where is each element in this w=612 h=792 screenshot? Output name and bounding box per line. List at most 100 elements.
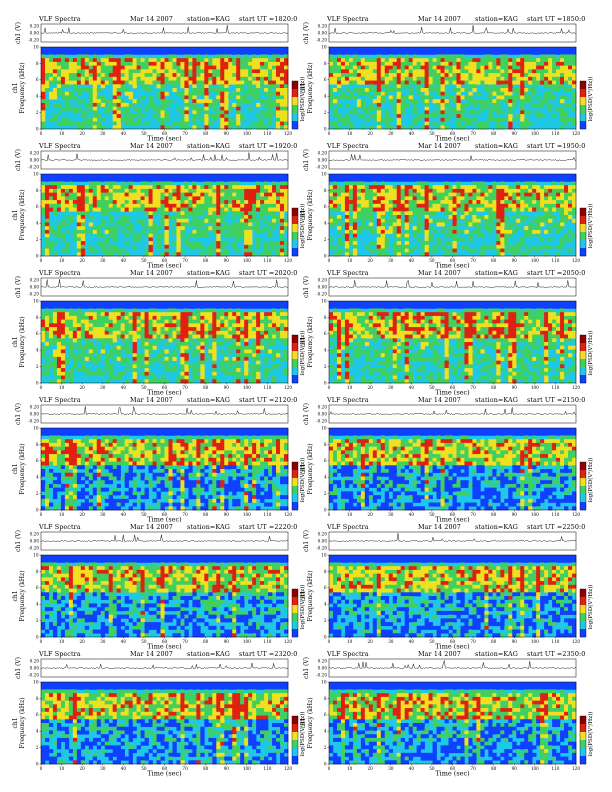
- spectrogram-cell: [384, 200, 390, 205]
- time-tick-label: 20: [79, 131, 85, 136]
- spectrogram-cell: [180, 91, 185, 96]
- spectrogram-cell: [388, 54, 394, 59]
- spectrogram-cell: [532, 177, 537, 182]
- spectrogram-cell: [41, 338, 46, 343]
- spectrogram-cell: [204, 50, 209, 55]
- spectrogram-cell: [520, 95, 525, 100]
- spectrogram-cell: [160, 84, 165, 89]
- spectrogram-cell: [224, 125, 229, 130]
- spectrogram-cell: [64, 102, 70, 107]
- spectrogram-cell: [64, 342, 70, 347]
- spectrogram-cell: [180, 233, 185, 238]
- spectrogram-cell: [556, 47, 561, 52]
- spectrogram-cell: [440, 50, 445, 55]
- spectrogram-cell: [448, 211, 453, 216]
- spectrogram-cell: [400, 106, 405, 111]
- spectrogram-cell: [568, 80, 573, 85]
- spectrogram-cell: [329, 237, 334, 242]
- spectrogram-cell: [384, 252, 390, 257]
- spectrogram-cell: [336, 226, 342, 231]
- spectrogram-cell: [284, 58, 289, 63]
- spectrogram-cell: [392, 233, 398, 238]
- spectrogram-cell: [452, 248, 457, 253]
- spectrogram-cell: [400, 47, 405, 52]
- spectrogram-cell: [56, 323, 62, 328]
- colorbar-segment: [580, 81, 586, 90]
- spectrogram-cell: [100, 312, 106, 317]
- spectrogram-cell: [196, 349, 201, 354]
- spectrogram-cell: [256, 241, 261, 246]
- spectrogram-cell: [340, 222, 346, 227]
- spectrogram-cell: [240, 47, 245, 52]
- spectrogram-cell: [52, 330, 58, 335]
- spectrogram-cell: [384, 237, 390, 242]
- spectrogram-cell: [184, 319, 189, 324]
- spectrogram-cell: [512, 229, 517, 234]
- spectrogram-cell: [224, 76, 229, 81]
- spectrogram-cell: [184, 203, 189, 208]
- spectrogram-cell: [544, 61, 549, 66]
- spectrogram-cell: [128, 319, 133, 324]
- spectrogram-cell: [568, 58, 573, 63]
- spectrogram-cell: [480, 192, 485, 197]
- spectrogram-cell: [148, 80, 153, 85]
- spectrogram-cell: [560, 203, 565, 208]
- ch1-tick-label: 0.20: [30, 150, 40, 155]
- spectrogram-cell: [240, 50, 245, 55]
- spectrogram-cell: [344, 241, 350, 246]
- spectrogram-cell: [172, 58, 177, 63]
- spectrogram-cell: [460, 177, 465, 182]
- spectrogram-cell: [188, 323, 193, 328]
- spectrogram-cell: [356, 192, 362, 197]
- spectrogram-cell: [248, 84, 253, 89]
- spectrogram-cell: [200, 196, 205, 201]
- spectrogram-cell: [392, 211, 398, 216]
- spectrogram-cell: [376, 73, 382, 78]
- spectrogram-cell: [468, 177, 473, 182]
- spectrogram-cell: [164, 65, 169, 70]
- spectrogram-cell: [144, 207, 149, 212]
- spectrogram-cell: [432, 211, 437, 216]
- spectrogram-cell: [80, 203, 86, 208]
- colorbar-frame: [291, 80, 299, 130]
- spectrogram-cell: [116, 99, 121, 104]
- spectrogram-cell: [460, 207, 465, 212]
- spectrogram-cell: [420, 174, 425, 179]
- spectrogram-cell: [376, 192, 382, 197]
- spectrogram-cell: [500, 215, 505, 220]
- spectrogram-cell: [416, 69, 421, 74]
- spectrogram-cell: [96, 99, 102, 104]
- spectrogram-cell: [508, 69, 513, 74]
- spectrogram-cell: [124, 91, 129, 96]
- spectrogram-cell: [504, 248, 509, 253]
- spectrogram-cell: [240, 233, 245, 238]
- spectrogram-cell: [364, 177, 370, 182]
- spectrogram-cell: [500, 76, 505, 81]
- spectrogram-cell: [180, 323, 185, 328]
- spectrogram-cell: [216, 61, 221, 66]
- spectrogram-cell: [352, 211, 358, 216]
- spectrogram-cell: [256, 192, 261, 197]
- spectrogram-cell: [460, 102, 465, 107]
- spectrogram-cell: [408, 58, 413, 63]
- spectrogram-cell: [184, 342, 189, 347]
- spectrogram-cell: [220, 226, 225, 231]
- spectrogram-cell: [508, 88, 513, 93]
- spectrogram-cell: [360, 99, 366, 104]
- spectrogram-cell: [508, 196, 513, 201]
- spectrogram-cell: [240, 229, 245, 234]
- spectrogram-cell: [72, 330, 78, 335]
- spectrogram-cell: [268, 177, 273, 182]
- spectrogram-cell: [124, 47, 129, 52]
- spectrogram-cell: [80, 185, 86, 190]
- spectrogram-cell: [196, 229, 201, 234]
- spectrogram-cell: [400, 50, 405, 55]
- spectrogram-cell: [232, 229, 237, 234]
- spectrogram-cell: [172, 349, 177, 354]
- spectrogram-cell: [544, 211, 549, 216]
- spectrogram-cell: [329, 200, 334, 205]
- spectrogram-cell: [64, 117, 70, 122]
- spectrogram-cell: [108, 73, 114, 78]
- ch1-tick-label: -0.20: [28, 37, 39, 42]
- spectrogram-cell: [564, 211, 569, 216]
